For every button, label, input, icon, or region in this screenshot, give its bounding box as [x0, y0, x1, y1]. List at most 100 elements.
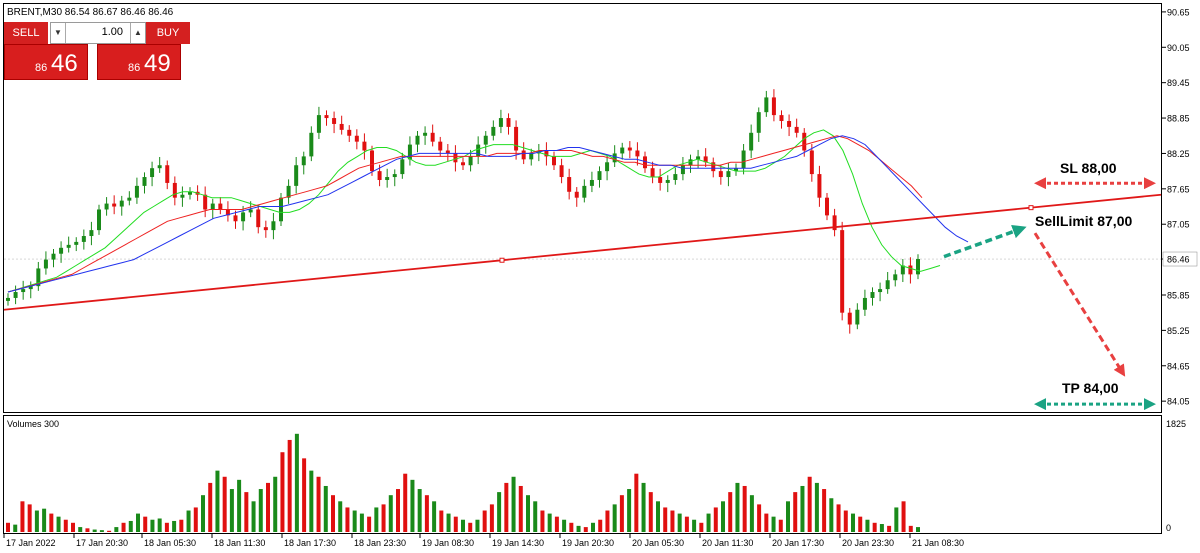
- candle-body: [794, 126, 799, 133]
- sell-button[interactable]: 86 46: [4, 44, 88, 80]
- volume-bar: [143, 516, 148, 532]
- candle-body: [847, 312, 852, 325]
- volume-bar: [742, 485, 747, 532]
- y-tick-label: 87.65: [1167, 184, 1190, 194]
- trendline-midpoint-handle[interactable]: [499, 257, 505, 263]
- volume-bar: [453, 516, 458, 532]
- trendline-segment[interactable]: [3, 193, 1162, 311]
- candle-body: [688, 159, 693, 166]
- volume-bar: [916, 527, 920, 532]
- trendline[interactable]: [3, 193, 1162, 311]
- candle-body: [605, 162, 610, 172]
- candle-body: [734, 168, 738, 172]
- volume-bar: [778, 519, 783, 532]
- volume-bar: [201, 495, 205, 532]
- volume-bar: [78, 527, 83, 532]
- volume-bar: [396, 489, 400, 532]
- candle-body: [680, 165, 685, 175]
- candle-body: [332, 118, 337, 124]
- volume-bar: [663, 507, 668, 532]
- candle-body: [589, 179, 594, 186]
- volume-bar: [482, 510, 487, 532]
- volume-bar: [511, 476, 516, 532]
- volume-bar: [648, 492, 653, 532]
- volume-title: Volumes 300: [7, 419, 59, 429]
- candle-body: [650, 168, 655, 178]
- volume-bar: [237, 479, 242, 532]
- x-tick-label: 19 Jan 08:30: [422, 538, 474, 548]
- candle-body: [6, 297, 10, 301]
- candle-body: [180, 194, 185, 198]
- lot-value[interactable]: 1.00: [101, 26, 123, 38]
- volume-bar: [713, 507, 718, 532]
- volume-bar: [331, 495, 335, 532]
- volume-bar: [63, 519, 68, 532]
- lot-increase-icon[interactable]: ▲: [130, 23, 145, 43]
- candle-body: [339, 123, 344, 130]
- volume-bar: [150, 519, 155, 532]
- candle-body: [582, 185, 587, 198]
- candle-body: [468, 156, 473, 166]
- volume-bar: [439, 510, 444, 532]
- volume-bar: [518, 485, 523, 532]
- y-tick-label: 89.45: [1167, 78, 1190, 88]
- candle-body: [787, 121, 792, 127]
- candle-body: [142, 177, 147, 186]
- candle-body: [66, 244, 71, 248]
- candle-body: [893, 274, 898, 281]
- volume-bar: [822, 489, 827, 532]
- candle-body: [802, 132, 807, 151]
- volume-max-label: 1825: [1166, 419, 1186, 429]
- volume-bar: [764, 513, 769, 532]
- volume-bar: [352, 510, 357, 532]
- candle-body: [521, 150, 526, 160]
- volume-bar: [749, 495, 754, 532]
- candle-body: [165, 165, 170, 183]
- candle-body: [256, 209, 261, 228]
- lot-decrease-icon[interactable]: ▼: [51, 23, 66, 43]
- volume-bar: [309, 470, 314, 532]
- candle-body: [347, 129, 352, 136]
- volume-bar: [20, 501, 25, 532]
- y-tick-label: 86.46: [1167, 255, 1190, 265]
- candle-body: [233, 215, 238, 222]
- candle-body: [862, 297, 867, 310]
- volume-bar: [432, 501, 437, 532]
- volume-bar: [345, 507, 350, 532]
- buy-price-small: 86: [128, 62, 141, 74]
- candle-body: [756, 112, 761, 133]
- volume-bar: [699, 522, 704, 532]
- sell-label[interactable]: SELL: [4, 22, 48, 44]
- x-tick-label: 18 Jan 11:30: [214, 538, 265, 548]
- candle-body: [726, 171, 731, 178]
- candle-body: [59, 247, 64, 254]
- ma-green-line: [7, 129, 941, 293]
- volume-bar: [85, 528, 90, 532]
- candle-body: [104, 203, 109, 210]
- lot-size-field[interactable]: ▼ 1.00 ▲: [50, 22, 146, 44]
- candle-body: [453, 153, 458, 163]
- volume-bar: [865, 519, 870, 532]
- candle-body: [309, 132, 314, 157]
- candle-body: [385, 177, 390, 180]
- buy-label[interactable]: BUY: [146, 22, 190, 44]
- candle-body: [498, 118, 503, 127]
- candle-body: [885, 280, 890, 290]
- buy-button[interactable]: 86 49: [97, 44, 181, 80]
- volume-bar: [374, 507, 379, 532]
- candle-body: [779, 115, 784, 122]
- x-axis: 17 Jan 2022 17 Jan 20:30 18 Jan 05:30 18 Ja…: [3, 534, 964, 548]
- volume-bar: [136, 513, 140, 532]
- candle-body: [612, 153, 617, 163]
- candle-body: [620, 147, 625, 154]
- volume-bar: [294, 433, 299, 532]
- candle-body: [483, 135, 488, 145]
- volume-bar: [540, 510, 545, 532]
- volume-bar: [547, 513, 552, 532]
- trendline-point-handle[interactable]: [1028, 205, 1034, 211]
- candle-body: [718, 171, 723, 178]
- candle-body: [673, 174, 678, 180]
- volume-bar: [619, 495, 624, 532]
- candle-body: [324, 115, 329, 119]
